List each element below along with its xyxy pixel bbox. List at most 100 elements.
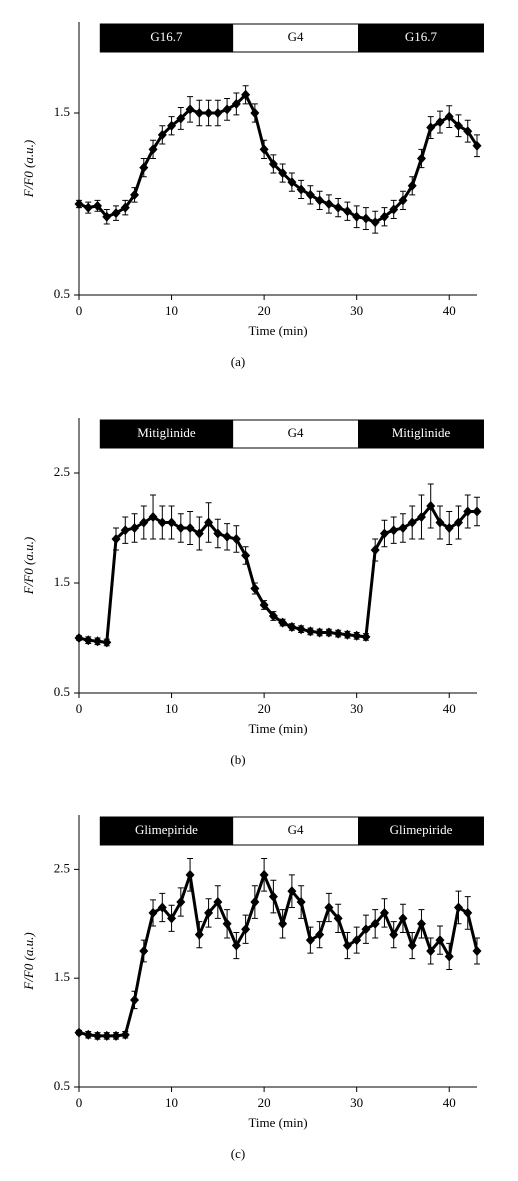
x-tick-label: 30 [350, 303, 363, 318]
x-tick-label: 20 [258, 701, 271, 716]
marker [389, 204, 399, 215]
x-tick-label: 40 [443, 701, 456, 716]
x-tick-label: 20 [258, 303, 271, 318]
x-axis-label: Time (min) [248, 323, 307, 338]
x-tick-label: 30 [350, 701, 363, 716]
marker [472, 140, 482, 151]
marker [463, 907, 473, 918]
marker [213, 897, 223, 908]
data-line [78, 870, 479, 1038]
marker [148, 512, 158, 522]
marker [139, 517, 149, 528]
condition-bar [358, 816, 484, 846]
panel-label: (c) [231, 1146, 245, 1161]
marker [111, 1030, 121, 1041]
marker [250, 108, 260, 118]
marker [407, 517, 417, 528]
axes [78, 418, 477, 694]
x-tick-label: 0 [76, 701, 83, 716]
marker [204, 517, 214, 528]
marker [120, 202, 130, 213]
marker [370, 545, 380, 555]
marker [296, 184, 306, 195]
marker [83, 1029, 93, 1040]
marker [315, 627, 325, 638]
data-line [78, 503, 477, 645]
marker [444, 951, 454, 962]
marker [361, 631, 371, 642]
marker [398, 523, 408, 533]
marker [268, 611, 278, 621]
marker [324, 627, 334, 638]
y-axis-label: F/F0 (a.u.) [21, 932, 36, 990]
marker [259, 144, 269, 155]
marker [333, 628, 343, 639]
marker [268, 158, 278, 169]
condition-label: G4 [288, 822, 304, 837]
marker [130, 523, 140, 533]
marker [83, 202, 93, 213]
marker [463, 506, 473, 517]
marker [241, 924, 251, 935]
marker [352, 630, 362, 641]
marker [370, 918, 380, 929]
x-tick-label: 10 [165, 303, 178, 318]
marker [426, 946, 436, 956]
panel-label: (a) [231, 354, 245, 369]
marker [315, 929, 325, 940]
x-tick-label: 10 [165, 701, 178, 716]
marker [148, 144, 158, 155]
marker [157, 129, 167, 140]
y-axis-label: F/F0 (a.u.) [21, 537, 36, 595]
marker [379, 211, 389, 222]
marker [398, 195, 408, 206]
marker [194, 528, 204, 539]
marker [342, 940, 352, 951]
marker [102, 1030, 112, 1041]
condition-label: G16.7 [150, 29, 183, 44]
condition-label: Glimepiride [390, 822, 453, 837]
condition-bar [99, 419, 234, 449]
condition-label: Glimepiride [135, 822, 198, 837]
marker [398, 913, 408, 924]
marker [213, 528, 223, 539]
marker [407, 180, 417, 191]
y-tick-label: 2.5 [54, 464, 70, 479]
marker [213, 108, 223, 118]
marker [93, 636, 103, 647]
marker [83, 635, 93, 646]
x-tick-label: 30 [350, 1095, 363, 1110]
marker [268, 891, 278, 902]
y-tick-label: 0.5 [54, 684, 70, 699]
marker [241, 89, 251, 100]
marker [231, 534, 241, 544]
marker [324, 902, 334, 913]
marker [305, 935, 315, 946]
marker [167, 913, 177, 924]
marker [157, 902, 167, 913]
marker [185, 523, 195, 533]
condition-label: Mitiglinide [137, 425, 196, 440]
marker [426, 122, 436, 133]
marker [426, 501, 436, 511]
marker [296, 624, 306, 635]
marker [250, 897, 260, 908]
marker [361, 213, 371, 224]
condition-bar [358, 419, 484, 449]
marker [176, 113, 186, 124]
condition-bar [358, 23, 484, 53]
marker [333, 202, 343, 213]
panel-label: (b) [230, 752, 245, 767]
marker [74, 633, 84, 643]
marker [278, 617, 288, 628]
marker [231, 940, 241, 951]
marker [74, 199, 84, 209]
marker [444, 111, 454, 122]
marker [167, 517, 177, 528]
marker [435, 517, 445, 528]
marker [231, 98, 241, 109]
marker [305, 626, 315, 637]
y-tick-label: 0.5 [54, 1078, 70, 1093]
marker [176, 523, 186, 533]
